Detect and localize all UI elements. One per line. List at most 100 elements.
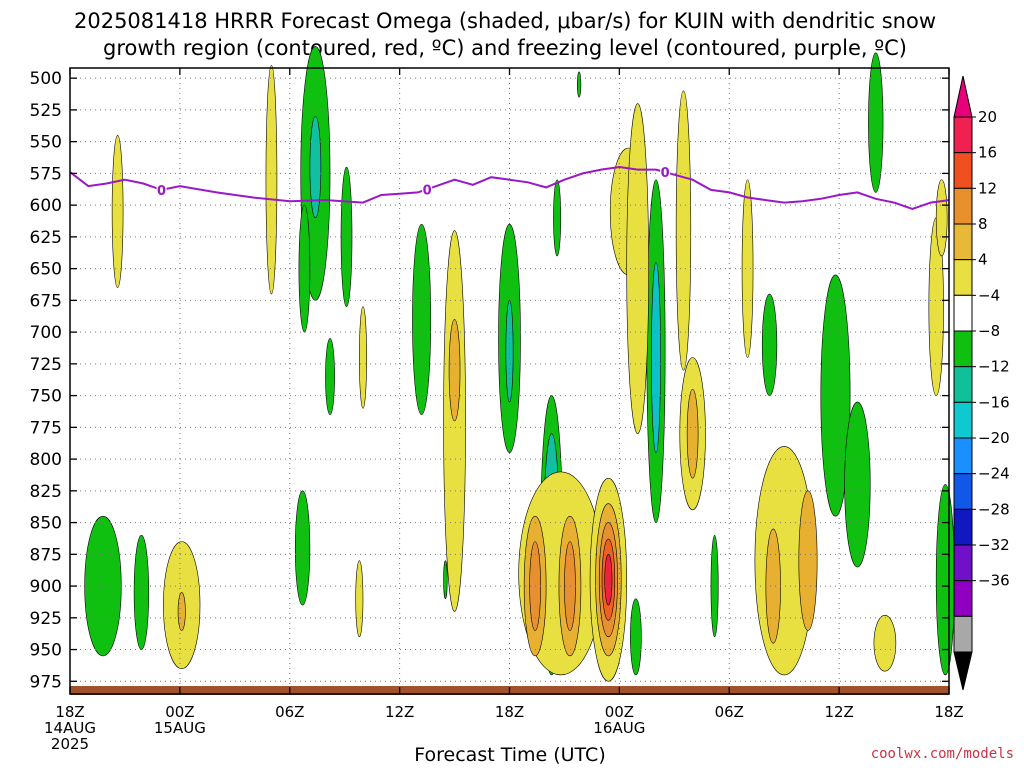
colorbar-label: 16 <box>978 144 997 162</box>
y-tick-label: 850 <box>30 514 62 534</box>
colorbar-label: −32 <box>978 536 1010 554</box>
omega-region <box>844 401 871 568</box>
colorbar-swatch <box>953 508 973 546</box>
colorbar-label: 4 <box>978 251 988 269</box>
y-tick-label: 525 <box>30 101 62 121</box>
omega-region <box>868 52 884 193</box>
colorbar-label: −24 <box>978 465 1010 483</box>
colorbar-swatch <box>953 187 973 225</box>
x-tick-label: 18Z <box>55 703 84 721</box>
y-tick-label: 900 <box>30 577 62 597</box>
y-tick-label: 600 <box>30 196 62 216</box>
colorbar-swatch <box>953 294 973 332</box>
colorbar-label: −4 <box>978 286 1000 304</box>
y-tick-label: 700 <box>30 323 62 343</box>
colorbar-label: 12 <box>978 179 997 197</box>
omega-region <box>710 534 719 638</box>
omega-region <box>111 134 124 288</box>
freezing-label-bg <box>660 165 671 180</box>
omega-region <box>505 300 514 403</box>
freezing-label-bg <box>156 182 167 197</box>
omega-region <box>935 484 955 676</box>
x-tick-label: 18Z <box>934 703 963 721</box>
colorbar-swatch <box>953 152 973 189</box>
omega-region <box>355 560 364 638</box>
y-tick-label: 725 <box>30 355 62 375</box>
omega-region <box>84 515 122 657</box>
x-tick-label: 00Z <box>165 703 194 721</box>
omega-region <box>741 179 754 358</box>
colorbar-swatch <box>953 473 973 510</box>
x-tick-label: 14AUG <box>44 719 96 737</box>
y-tick-label: 625 <box>30 228 62 248</box>
colorbar-bottom-arrow <box>953 651 973 691</box>
colorbar-label: −36 <box>978 572 1010 590</box>
omega-region <box>761 293 778 396</box>
omega-region <box>177 592 186 631</box>
y-tick-label: 775 <box>30 418 62 438</box>
colorbar-swatch <box>953 615 973 653</box>
omega-region <box>798 490 818 631</box>
freezing-line <box>69 165 950 210</box>
colorbar-label: −8 <box>978 322 1000 340</box>
omega-region <box>765 528 781 644</box>
omega-region <box>294 490 311 606</box>
omega-region <box>412 223 432 415</box>
omega-region <box>325 338 335 415</box>
omega-region <box>448 319 461 422</box>
x-tick-label: 15AUG <box>154 719 206 737</box>
colorbar-swatch <box>953 223 973 261</box>
x-tick-label: 18Z <box>495 703 524 721</box>
colorbar-swatch <box>953 401 973 439</box>
omega-region <box>359 306 367 409</box>
colorbar-swatch <box>953 366 973 403</box>
omega-region <box>873 614 897 672</box>
colorbar-label: 20 <box>978 108 997 126</box>
y-tick-label: 650 <box>30 260 62 280</box>
omega-region <box>443 560 448 600</box>
omega-region <box>630 598 642 676</box>
y-tick-label: 800 <box>30 450 62 470</box>
colorbar-swatch <box>953 116 973 154</box>
x-tick-label: 00Z <box>605 703 634 721</box>
y-tick-label: 550 <box>30 133 62 153</box>
omega-shading <box>84 46 955 682</box>
x-tick-label: 16AUG <box>593 719 645 737</box>
y-tick-label: 975 <box>30 672 62 692</box>
colorbar-swatch <box>953 437 973 475</box>
x-axis-title: Forecast Time (UTC) <box>414 744 606 766</box>
colorbar-swatch <box>953 580 973 617</box>
colorbar-swatch <box>953 544 973 582</box>
colorbar-label: 8 <box>978 215 988 233</box>
omega-region <box>935 179 948 257</box>
y-tick-label: 950 <box>30 641 62 661</box>
omega-region <box>553 179 562 257</box>
colorbar-swatch <box>953 259 973 296</box>
y-tick-label: 500 <box>30 69 62 89</box>
freezing-label: 0 <box>423 183 432 198</box>
omega-region <box>265 65 278 295</box>
y-tick-label: 875 <box>30 545 62 565</box>
omega-region <box>309 115 322 219</box>
freezing-label: 0 <box>661 166 670 181</box>
y-tick-label: 925 <box>30 609 62 629</box>
omega-region <box>604 554 613 606</box>
colorbar-label: −12 <box>978 358 1010 376</box>
x-tick-label: 12Z <box>824 703 853 721</box>
x-tick-label: 12Z <box>385 703 414 721</box>
chart-title: 2025081418 HRRR Forecast Omega (shaded, … <box>73 9 936 60</box>
freezing-label: 0 <box>157 184 166 199</box>
omega-region <box>675 90 692 371</box>
x-tick-label: 2025 <box>51 735 89 753</box>
freezing-label-bg <box>422 182 433 197</box>
credit-label: coolwx.com/models <box>870 746 1014 762</box>
omega-region <box>576 71 582 98</box>
y-tick-label: 750 <box>30 387 62 407</box>
y-axis: 500 525 550 575 600 625 650 675 700 725 750 775 800 8… <box>30 69 949 692</box>
omega-region <box>133 534 150 650</box>
y-tick-label: 575 <box>30 164 62 184</box>
omega-region <box>564 541 576 631</box>
omega-region <box>651 261 661 454</box>
